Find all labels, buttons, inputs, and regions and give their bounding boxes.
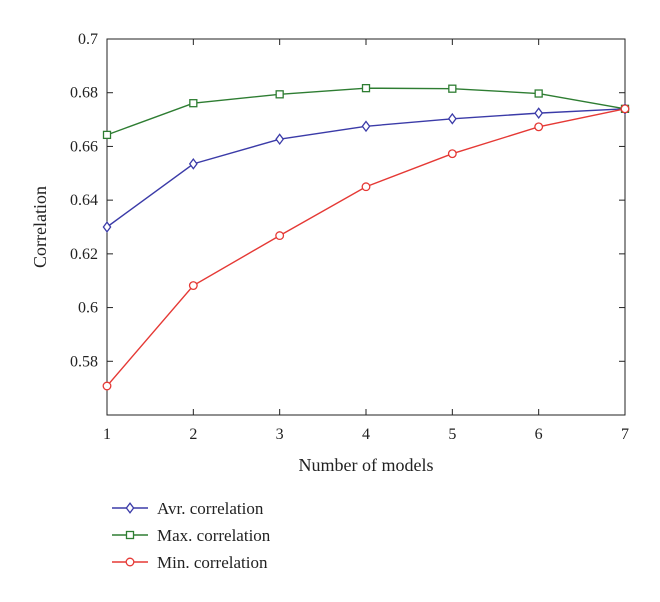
- data-point: [620, 104, 630, 114]
- y-tick-label: 0.64: [70, 192, 98, 209]
- data-point: [102, 381, 112, 391]
- legend: Avr. correlation Max. correlation Min. cor…: [112, 499, 271, 572]
- data-point: [275, 231, 285, 241]
- x-tick-label: 3: [276, 426, 284, 443]
- data-point: [447, 112, 457, 125]
- y-tick-label: 0.6: [78, 300, 98, 317]
- data-point: [189, 99, 198, 108]
- data-point: [361, 120, 371, 133]
- data-point: [361, 182, 371, 192]
- series-layer: [102, 83, 630, 391]
- data-point: [188, 158, 198, 170]
- y-tick-label: 0.66: [70, 138, 98, 155]
- data-point: [448, 84, 457, 93]
- data-point: [275, 133, 285, 146]
- data-point: [275, 90, 284, 99]
- x-tick-label: 7: [621, 426, 629, 443]
- data-point: [102, 130, 112, 140]
- x-axis: 1 2 3 4 5 6 7: [103, 39, 629, 443]
- data-point: [447, 149, 457, 159]
- data-point: [102, 221, 112, 233]
- legend-item: Min. correlation: [112, 553, 268, 572]
- y-tick-label: 0.58: [70, 353, 98, 370]
- x-axis-title: Number of models: [299, 455, 434, 475]
- series-circle: [102, 104, 630, 391]
- data-point: [188, 281, 198, 290]
- y-tick-label: 0.7: [78, 31, 98, 48]
- legend-label: Min. correlation: [157, 553, 268, 572]
- y-tick-label: 0.68: [70, 85, 98, 102]
- legend-marker: [125, 502, 135, 514]
- legend-item: Max. correlation: [112, 526, 271, 545]
- data-point: [534, 89, 543, 98]
- data-point: [361, 83, 371, 93]
- x-tick-label: 4: [362, 426, 370, 443]
- x-tick-label: 1: [103, 426, 111, 443]
- data-point: [534, 122, 544, 132]
- legend-label: Max. correlation: [157, 526, 271, 545]
- legend-item: Avr. correlation: [112, 499, 264, 518]
- x-tick-label: 2: [189, 426, 197, 443]
- y-tick-label: 0.62: [70, 246, 98, 263]
- series-diamond: [102, 102, 630, 233]
- x-tick-label: 6: [535, 426, 543, 443]
- legend-marker: [125, 557, 135, 567]
- x-tick-label: 5: [448, 426, 456, 443]
- legend-label: Avr. correlation: [157, 499, 264, 518]
- legend-marker: [125, 530, 135, 540]
- data-point: [534, 107, 544, 120]
- y-axis: 0.58 0.6 0.62 0.64 0.66 0.68 0.7: [70, 31, 625, 370]
- y-axis-title: Correlation: [30, 186, 50, 268]
- series-line: [106, 108, 626, 387]
